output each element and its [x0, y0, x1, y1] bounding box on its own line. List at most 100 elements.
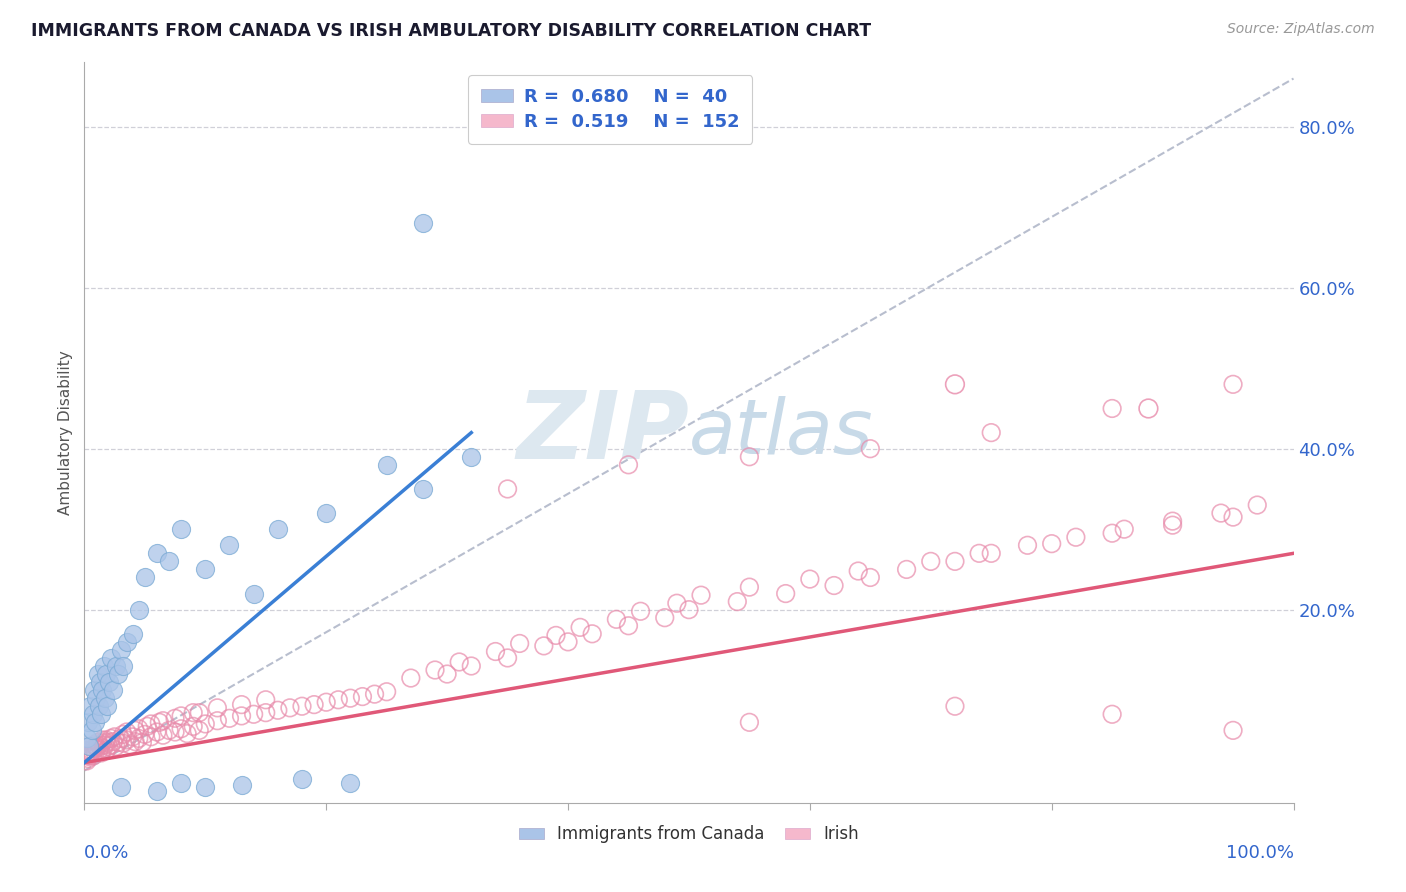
Point: [188, 706, 211, 720]
Point: [139, 730, 162, 744]
Point: [412, 216, 434, 230]
Point: [1222, 723, 1244, 738]
Point: [110, 780, 132, 794]
Point: [690, 588, 713, 602]
Point: [846, 564, 869, 578]
Point: [91, 733, 114, 747]
Point: [617, 458, 640, 472]
Point: [82, 749, 104, 764]
Point: [83, 741, 105, 756]
Point: [110, 643, 132, 657]
Point: [1017, 538, 1039, 552]
Point: [399, 671, 422, 685]
Point: [544, 628, 567, 642]
Point: [136, 719, 159, 733]
Point: [231, 778, 253, 792]
Point: [617, 619, 640, 633]
Point: [100, 731, 122, 746]
Point: [139, 717, 162, 731]
Point: [738, 580, 761, 594]
Point: [94, 743, 117, 757]
Point: [176, 726, 198, 740]
Point: [80, 723, 103, 738]
Point: [115, 635, 138, 649]
Point: [97, 675, 120, 690]
Point: [725, 594, 748, 608]
Point: [1246, 498, 1268, 512]
Point: [170, 775, 193, 789]
Point: [112, 659, 135, 673]
Point: [104, 659, 127, 673]
Point: [315, 695, 337, 709]
Point: [1101, 401, 1123, 416]
Point: [231, 698, 253, 712]
Point: [75, 747, 97, 762]
Point: [170, 722, 193, 736]
Point: [87, 738, 110, 752]
Point: [1161, 514, 1184, 528]
Point: [112, 736, 135, 750]
Legend: Immigrants from Canada, Irish: Immigrants from Canada, Irish: [512, 819, 866, 850]
Point: [231, 709, 253, 723]
Point: [93, 659, 115, 673]
Point: [569, 620, 592, 634]
Point: [738, 715, 761, 730]
Point: [1137, 401, 1160, 416]
Point: [302, 698, 325, 712]
Point: [352, 690, 374, 704]
Point: [94, 691, 117, 706]
Point: [1114, 522, 1136, 536]
Point: [90, 746, 112, 760]
Point: [76, 731, 98, 746]
Point: [77, 739, 100, 754]
Point: [107, 667, 129, 681]
Point: [104, 739, 127, 754]
Point: [152, 728, 174, 742]
Point: [496, 651, 519, 665]
Point: [86, 735, 108, 749]
Point: [980, 546, 1002, 560]
Point: [86, 667, 108, 681]
Text: atlas: atlas: [689, 396, 873, 469]
Point: [254, 706, 277, 720]
Text: 100.0%: 100.0%: [1226, 844, 1294, 862]
Point: [77, 739, 100, 754]
Point: [291, 772, 314, 786]
Point: [100, 738, 122, 752]
Text: 0.0%: 0.0%: [84, 844, 129, 862]
Point: [89, 675, 111, 690]
Y-axis label: Ambulatory Disability: Ambulatory Disability: [58, 351, 73, 515]
Point: [315, 506, 337, 520]
Point: [76, 754, 98, 768]
Point: [120, 738, 142, 752]
Point: [77, 749, 100, 764]
Point: [339, 691, 361, 706]
Point: [94, 733, 117, 747]
Point: [242, 707, 264, 722]
Point: [97, 739, 120, 754]
Point: [363, 687, 385, 701]
Point: [93, 741, 115, 756]
Point: [94, 738, 117, 752]
Point: [89, 739, 111, 754]
Point: [128, 722, 150, 736]
Point: [146, 546, 169, 560]
Point: [115, 725, 138, 739]
Point: [509, 636, 531, 650]
Point: [134, 727, 156, 741]
Point: [170, 709, 193, 723]
Point: [152, 714, 174, 728]
Point: [980, 425, 1002, 440]
Point: [1222, 377, 1244, 392]
Point: [859, 442, 882, 456]
Point: [943, 377, 966, 392]
Point: [654, 610, 676, 624]
Point: [496, 482, 519, 496]
Point: [112, 727, 135, 741]
Point: [165, 725, 187, 739]
Point: [533, 639, 555, 653]
Point: [460, 659, 482, 673]
Point: [84, 746, 107, 760]
Point: [104, 730, 127, 744]
Point: [96, 699, 118, 714]
